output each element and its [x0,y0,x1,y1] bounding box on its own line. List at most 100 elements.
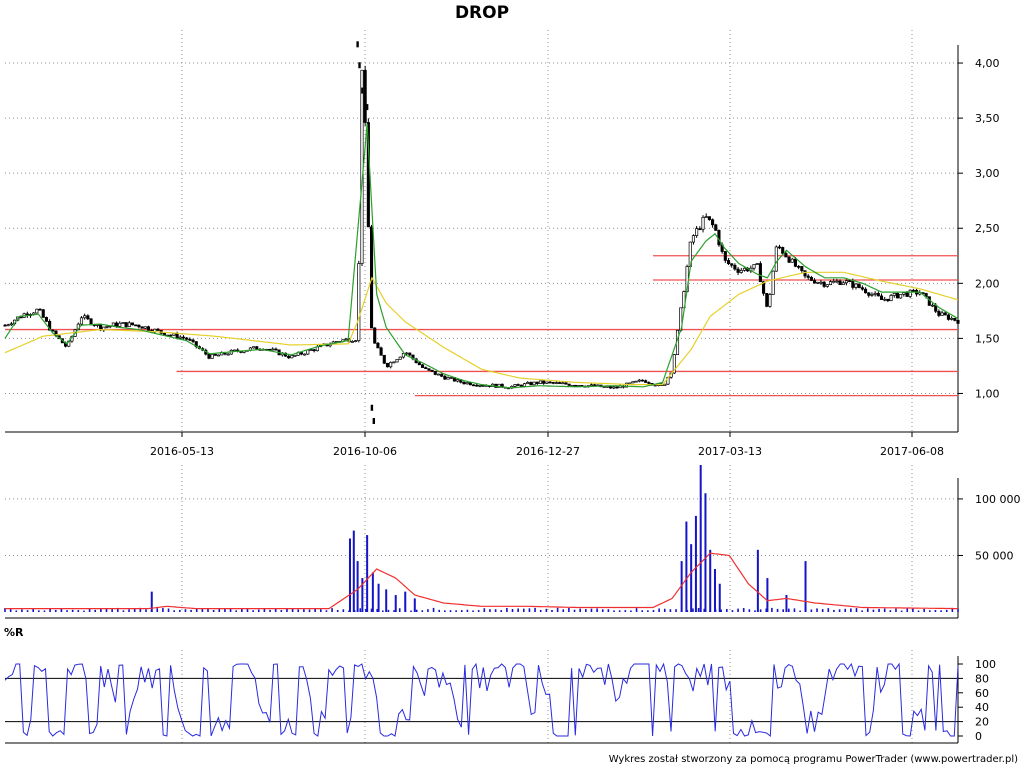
candle-body [344,338,348,341]
volume-bar [703,608,706,612]
candle-body [401,353,405,358]
candle-body [886,298,890,302]
volume-bar [60,607,63,612]
candle-body [589,384,594,387]
volume-bar [365,608,367,612]
footer-credit: Wykres został stworzony za pomocą progra… [609,754,1018,765]
candle-body [89,318,93,325]
volume-bar [709,549,712,612]
candle-body [752,264,756,269]
volume-bar [782,609,784,612]
candle-body [379,347,383,356]
volume-bar [551,610,553,612]
candle-body [115,322,119,327]
volume-bar [680,561,683,612]
candle-body [392,361,396,364]
volume-bar [116,607,119,612]
volume-bar [38,610,40,612]
volume-bar [850,608,852,612]
candle-body [127,322,131,328]
volume-bar [630,610,632,612]
volume-bar [663,608,666,612]
candle-body [358,62,361,69]
volume-bar [274,608,277,612]
volume-bar [804,561,807,612]
volume-bar [641,610,644,612]
candle-body [781,247,785,254]
candle-body [905,292,909,297]
volume-bar [596,608,598,612]
candle-body [172,333,176,336]
candle-body [937,310,941,316]
volume-bar [184,609,187,612]
candle-body [446,377,450,380]
candle-body [443,375,447,380]
volume-bar [929,610,931,612]
candle-body [299,352,303,355]
volume-bar [398,608,401,612]
volume-bar [145,609,147,612]
volume-bar [257,609,260,612]
candle-body [465,382,469,385]
volume-bar [517,608,519,612]
candle-body [816,281,820,284]
volume-bar [122,610,125,612]
candle-body [398,356,402,360]
candle-body [535,381,539,384]
candle-body [303,353,307,356]
candle-body [940,312,944,316]
volume-bar [413,598,416,612]
wr-y-tick-label: 40 [975,701,989,714]
volume-bar [624,610,627,612]
williams-r-line [4,662,959,738]
volume-bar [506,607,508,612]
moving-average-long [4,271,959,386]
candle-body [672,354,676,374]
candle-body [309,349,313,351]
volume-bar [173,610,175,612]
volume-bar [241,608,243,612]
candle-body [558,382,562,384]
candle-body [181,336,186,339]
candle-body [255,346,259,350]
candle-body [895,292,899,299]
volume-bar [100,608,102,612]
volume-bar [366,535,369,612]
candle-body [361,87,364,94]
candle-body [883,298,887,301]
candle-body [6,324,10,327]
candle-body [790,258,794,263]
candle-body [758,263,762,283]
volume-bar [951,607,954,612]
candle-body [864,288,868,294]
volume-bar [534,607,536,612]
candle-body [879,295,884,300]
candle-body [44,317,48,322]
volume-bar [444,610,446,612]
volume-bar [545,608,548,612]
candle-body [854,283,858,288]
candle-body [857,283,861,289]
volume-bar [568,607,570,612]
candle-body [143,326,147,329]
volume-bar [494,609,497,612]
volume-bar [704,493,707,612]
candle-body [372,417,376,424]
candle-body [424,367,428,370]
candle-body [797,265,801,268]
candle-body [408,352,412,356]
candle-body [554,382,558,384]
volume-bar [718,583,721,612]
volume-bar [731,610,734,612]
candle-body [634,380,638,383]
volume-bar [218,608,221,612]
volume-bar [759,609,762,612]
candle-body [609,385,613,389]
candle-body [468,382,472,386]
candle-body [232,349,237,352]
volume-bar [793,608,796,612]
candle-body [870,293,874,296]
volume-bar [319,609,322,612]
wr-y-tick-label: 20 [975,716,989,729]
candle-body [124,322,128,328]
